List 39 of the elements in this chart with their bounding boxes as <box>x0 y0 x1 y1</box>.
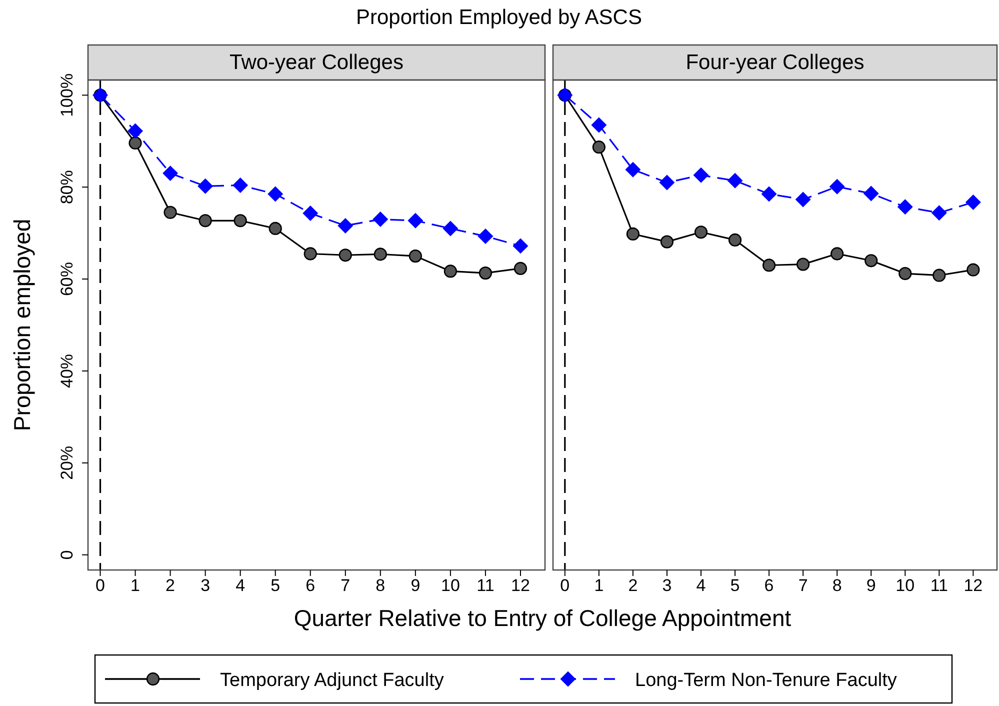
x-tick-label: 10 <box>896 576 915 596</box>
x-tick-label: 1 <box>594 576 604 596</box>
x-tick-label: 0 <box>560 576 570 596</box>
x-tick-label: 7 <box>798 576 808 596</box>
y-tick-label: 40% <box>57 354 76 388</box>
x-tick-label: 9 <box>410 576 420 596</box>
x-tick-label: 8 <box>376 576 386 596</box>
x-tick-label: 12 <box>511 576 530 596</box>
x-tick-label: 3 <box>662 576 672 596</box>
chart-title: Four-year Colleges <box>686 51 864 74</box>
x-axis-title: Quarter Relative to Entry of College Appointment <box>294 605 792 631</box>
y-axis-title: Proportion employed <box>9 218 35 432</box>
x-tick-label: 12 <box>964 576 983 596</box>
x-tick-label: 8 <box>832 576 842 596</box>
x-tick-label: 5 <box>270 576 280 596</box>
legend-label: Temporary Adjunct Faculty <box>220 670 444 691</box>
text: Proportion Employed by ASCS <box>356 6 642 29</box>
x-tick-label: 4 <box>236 576 246 596</box>
x-tick-label: 6 <box>764 576 774 596</box>
x-tick-label: 9 <box>866 576 876 596</box>
x-tick-label: 3 <box>200 576 210 596</box>
chart-title: Two-year Colleges <box>230 51 404 74</box>
y-tick-label: 80% <box>57 170 76 204</box>
x-tick-label: 6 <box>306 576 316 596</box>
x-tick-label: 0 <box>96 576 105 596</box>
legend-label: Long-Term Non-Tenure Faculty <box>635 670 898 691</box>
x-tick-label: 4 <box>696 576 706 596</box>
x-tick-label: 7 <box>340 576 350 596</box>
x-tick-label: 1 <box>130 576 140 596</box>
x-tick-label: 11 <box>476 576 494 596</box>
y-tick-label: 0 <box>57 550 76 560</box>
x-tick-label: 5 <box>730 576 740 596</box>
y-tick-label: 60% <box>57 262 76 296</box>
x-tick-label: 2 <box>628 576 638 596</box>
x-tick-label: 10 <box>440 576 460 596</box>
y-tick-label: 100% <box>57 73 76 117</box>
x-tick-label: 2 <box>166 576 176 596</box>
y-tick-label: 20% <box>57 446 76 480</box>
x-tick-label: 11 <box>930 576 948 596</box>
